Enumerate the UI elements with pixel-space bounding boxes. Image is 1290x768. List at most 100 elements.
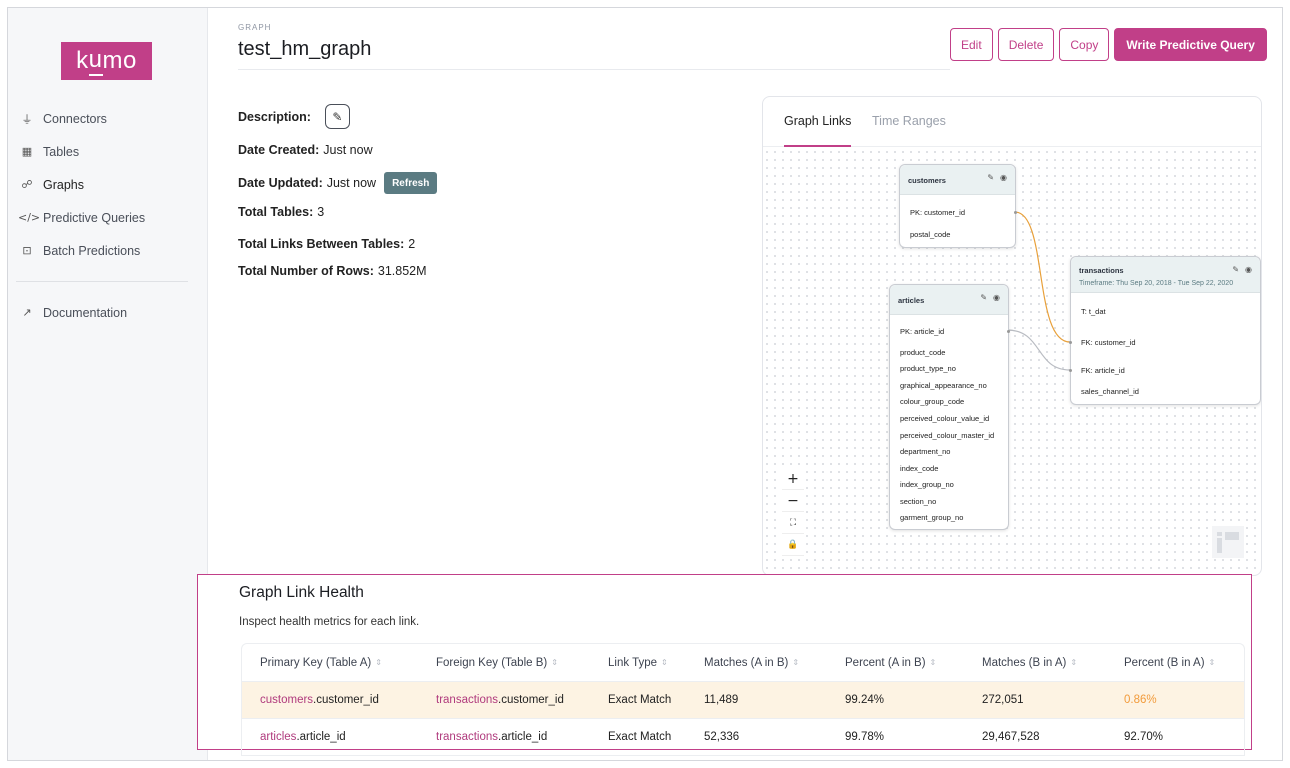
table-link[interactable]: transactions [436,694,499,706]
table-link[interactable]: articles [260,731,297,743]
table-link[interactable]: transactions [436,731,499,743]
node-articles[interactable]: articles ✎ ◉ PK: article_id product_code… [889,284,1010,530]
sidebar-nav: ⏚ Connectors ▦ Tables ☍ Graphs </> Predi… [16,102,196,329]
column-label: Percent (A in B) [845,656,926,669]
edit-node-icon[interactable]: ✎ [980,293,988,302]
column-header-matches-b-in-a[interactable]: Matches (B in A) ⇕ [982,644,1077,681]
write-predictive-query-button[interactable]: Write Predictive Query [1114,28,1267,61]
sidebar-item-label: Tables [43,144,80,159]
total-links-label: Total Links Between Tables: [238,237,405,251]
sort-icon: ⇕ [375,658,382,667]
description-label: Description: [238,109,311,124]
tab-time-ranges[interactable]: Time Ranges [872,114,946,128]
node-transactions[interactable]: transactions ✎ ◉ Timeframe: Thu Sep 20, … [1069,256,1261,405]
node-column: T: t_dat [1081,307,1106,316]
node-actions: ✎ ◉ [1232,265,1252,274]
node-header: customers ✎ ◉ [900,165,1015,195]
node-title: transactions [1079,266,1124,275]
pencil-icon: ✎ [332,109,343,124]
column-header-percent-b-in-a[interactable]: Percent (B in A) ⇕ [1124,644,1215,681]
table-row[interactable]: customers .customer_id transactions .custo… [242,682,1244,719]
plus-icon: + [787,470,799,487]
percent-a-in-b-cell: 99.24% [845,694,885,706]
fit-view-button[interactable]: ⛶ [782,512,804,534]
table-header-row: Primary Key (Table A) ⇕ Foreign Key (Tabl… [242,644,1244,682]
node-header: transactions ✎ ◉ Timeframe: Thu Sep 20, … [1071,257,1260,293]
sort-icon: ⇕ [661,658,668,667]
sidebar-item-label: Graphs [43,177,84,192]
sidebar-item-predictive-queries[interactable]: </> Predictive Queries [16,201,196,234]
node-column: department_no [900,447,951,456]
sidebar-item-tables[interactable]: ▦ Tables [16,135,196,168]
node-column: PK: article_id [900,327,945,336]
column-header-link-type[interactable]: Link Type ⇕ [608,644,668,681]
total-rows-label: Total Number of Rows: [238,264,374,278]
view-node-icon[interactable]: ◉ [993,293,1000,302]
column-name: .customer_id [313,694,379,706]
title-divider [238,69,950,70]
copy-button[interactable]: Copy [1059,28,1110,61]
plug-icon: ⏚ [21,112,33,126]
view-node-icon[interactable]: ◉ [1245,265,1252,274]
sidebar: k u mo ⏚ Connectors ▦ Tables ☍ Graphs </> … [8,8,208,760]
header-actions: Edit Delete Copy Write Predictive Query [950,28,1267,61]
delete-button[interactable]: Delete [997,28,1055,61]
matches-b-in-a-cell: 29,467,528 [982,731,1040,743]
port-fk[interactable] [1069,369,1072,372]
code-icon: </> [18,211,41,224]
edit-node-icon[interactable]: ✎ [1232,265,1240,274]
edit-description-button[interactable]: ✎ [324,104,350,129]
graph-canvas[interactable]: customers ✎ ◉ PK: customer_id postal_cod… [763,148,1261,575]
column-header-primary-key[interactable]: Primary Key (Table A) ⇕ [260,644,382,681]
port-pk[interactable] [1014,211,1017,214]
sidebar-item-label: Predictive Queries [43,210,146,225]
total-tables-label: Total Tables: [238,205,314,219]
node-column: FK: customer_id [1081,338,1136,347]
description-row: Description: ✎ [238,104,350,129]
column-header-percent-a-in-b[interactable]: Percent (A in B) ⇕ [845,644,936,681]
node-actions: ✎ ◉ [987,173,1007,182]
sidebar-item-connectors[interactable]: ⏚ Connectors [16,102,196,135]
graph-icon: ☍ [21,178,33,191]
matches-b-in-a-cell: 272,051 [982,694,1024,706]
kumo-logo[interactable]: k u mo [61,42,152,80]
node-column: product_type_no [900,364,956,373]
percent-b-in-a-cell: 0.86% [1124,694,1157,706]
port-fk[interactable] [1069,341,1072,344]
column-name: .article_id [296,731,346,743]
sidebar-item-label: Connectors [43,111,107,126]
percent-a-in-b-cell: 99.78% [845,731,885,743]
breadcrumb: GRAPH [238,23,272,32]
external-link-icon: ↗ [22,306,32,319]
table-icon: ▦ [21,145,33,158]
column-header-foreign-key[interactable]: Foreign Key (Table B) ⇕ [436,644,558,681]
table-link[interactable]: customers [260,694,314,706]
sidebar-item-batch-predictions[interactable]: ⊡ Batch Predictions [16,234,196,267]
node-timeframe: Timeframe: Thu Sep 20, 2018 - Tue Sep 22… [1079,280,1234,287]
node-customers[interactable]: customers ✎ ◉ PK: customer_id postal_cod… [899,164,1017,248]
zoom-out-button[interactable]: − [782,490,804,512]
sidebar-item-graphs[interactable]: ☍ Graphs [16,168,196,201]
lock-button[interactable]: 🔒 [782,534,804,556]
tab-graph-links[interactable]: Graph Links [784,114,852,128]
fit-icon: ⛶ [789,517,797,528]
zoom-in-button[interactable]: + [782,468,804,490]
table-row[interactable]: articles .article_id transactions .article… [242,719,1244,756]
edit-button[interactable]: Edit [950,28,993,61]
node-column: index_group_no [900,480,954,489]
matches-a-in-b-cell: 11,489 [704,694,739,706]
total-links-value: 2 [408,237,416,251]
view-node-icon[interactable]: ◉ [1000,173,1007,182]
column-label: Matches (A in B) [704,656,789,669]
column-header-matches-a-in-b[interactable]: Matches (A in B) ⇕ [704,644,799,681]
total-rows-value: 31.852M [377,264,427,278]
sidebar-item-documentation[interactable]: ↗ Documentation [16,296,196,329]
total-links-row: Total Links Between Tables: 2 [238,237,415,251]
logo-text-b: u [88,46,103,76]
link-health-table: Primary Key (Table A) ⇕ Foreign Key (Tabl… [241,643,1245,756]
edit-node-icon[interactable]: ✎ [987,173,995,182]
refresh-button[interactable]: Refresh [384,172,438,194]
logo-text-a: k [76,47,89,74]
section-subtitle: Inspect health metrics for each link. [239,616,420,628]
port-pk[interactable] [1007,330,1010,333]
